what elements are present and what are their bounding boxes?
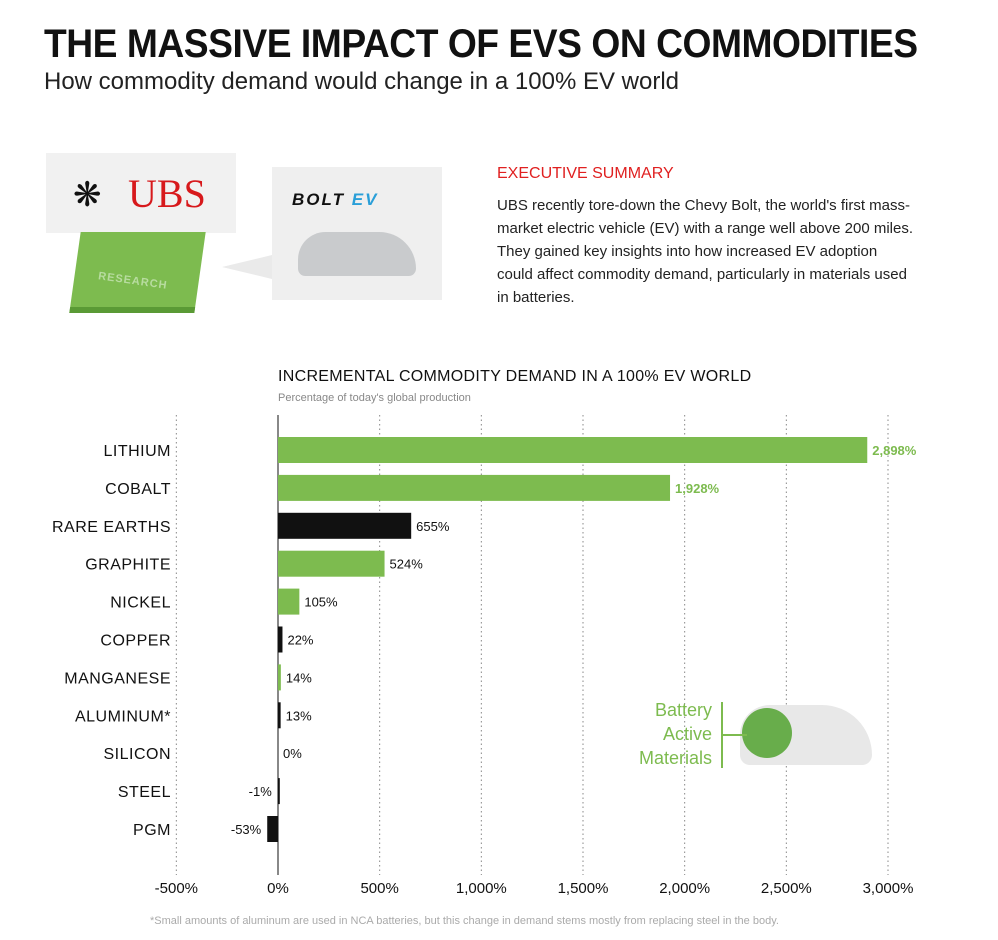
category-label: LITHIUM <box>104 443 172 460</box>
value-label: 14% <box>286 670 312 685</box>
category-label: SILICON <box>103 746 171 763</box>
ubs-logo: UBS <box>128 171 206 216</box>
bar <box>277 778 280 805</box>
summary-heading: EXECUTIVE SUMMARY <box>497 165 674 182</box>
value-label: -1% <box>249 784 273 799</box>
value-label: 13% <box>286 708 312 723</box>
legend-connector <box>721 734 747 736</box>
value-label: 1,928% <box>675 481 720 496</box>
bolt-word: BOLT <box>292 190 346 209</box>
value-label: 22% <box>287 633 313 648</box>
bar <box>278 664 281 691</box>
ubs-logo-box <box>46 153 236 233</box>
x-tick-label: 2,000% <box>659 880 710 897</box>
legend-label: Battery Active Materials <box>638 700 712 768</box>
summary-body: UBS recently tore-down the Chevy Bolt, t… <box>497 197 914 306</box>
ubs-keys-icon: ❋ <box>73 176 102 214</box>
x-tick-label: -500% <box>155 880 198 897</box>
category-label: MANGANESE <box>64 670 171 687</box>
value-label: 655% <box>416 519 450 534</box>
value-label: 2,898% <box>872 443 917 458</box>
category-label: STEEL <box>118 784 171 801</box>
bar <box>278 512 412 539</box>
value-label: 0% <box>283 746 302 761</box>
bar <box>278 626 283 653</box>
chevy-bolt-car-image <box>298 232 416 276</box>
bar <box>267 816 278 842</box>
category-label: GRAPHITE <box>85 557 171 574</box>
category-label: COBALT <box>105 481 171 498</box>
bolt-ev-logo: BOLT EV <box>292 190 378 210</box>
x-tick-label: 2,500% <box>761 880 812 897</box>
page-subtitle: How commodity demand would change in a 1… <box>44 68 680 95</box>
category-label: RARE EARTHS <box>52 519 171 536</box>
category-label: NICKEL <box>110 595 171 612</box>
x-tick-label: 500% <box>360 880 398 897</box>
page-title: THE MASSIVE IMPACT OF EVS ON COMMODITIES <box>44 22 918 66</box>
category-label: PGM <box>133 822 171 839</box>
battery-highlight-circle <box>742 708 792 758</box>
x-tick-label: 1,500% <box>558 880 609 897</box>
speech-pointer <box>222 255 272 279</box>
bar <box>278 550 385 577</box>
footnote: *Small amounts of aluminum are used in N… <box>150 915 779 927</box>
value-label: -53% <box>231 822 262 837</box>
category-label: ALUMINUM* <box>75 708 171 725</box>
x-tick-label: 1,000% <box>456 880 507 897</box>
bar <box>278 437 868 463</box>
bar <box>278 474 671 501</box>
x-tick-label: 0% <box>267 880 289 897</box>
category-label: COPPER <box>100 633 171 650</box>
bar <box>278 588 300 615</box>
chart-title: INCREMENTAL COMMODITY DEMAND IN A 100% E… <box>278 368 752 385</box>
value-label: 105% <box>304 595 338 610</box>
chart-subtitle: Percentage of today's global production <box>278 392 471 404</box>
value-label: 524% <box>390 557 424 572</box>
ev-word: EV <box>351 190 379 209</box>
x-tick-label: 3,000% <box>863 880 914 897</box>
bar <box>278 702 281 729</box>
